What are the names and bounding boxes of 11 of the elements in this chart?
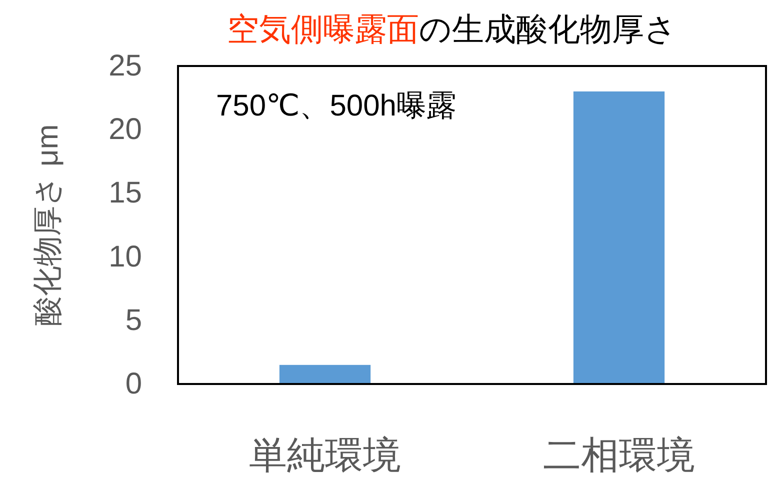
y-axis-title: 酸化物厚さ μm <box>32 124 64 326</box>
x-tick-label: 単純環境 <box>249 435 401 477</box>
y-tick-label: 15 <box>108 176 142 210</box>
y-tick-label: 25 <box>108 50 142 82</box>
title: 空気側曝露面の生成酸化物厚さ <box>227 11 677 47</box>
x-tick-label: 二相環境 <box>543 435 695 477</box>
y-tick-label: 10 <box>108 240 142 274</box>
annotation: 750℃、500h曝露 <box>216 90 456 122</box>
y-tick-label: 20 <box>108 113 142 146</box>
y-tick-label: 5 <box>125 304 142 337</box>
y-tick-label: 0 <box>125 368 142 400</box>
